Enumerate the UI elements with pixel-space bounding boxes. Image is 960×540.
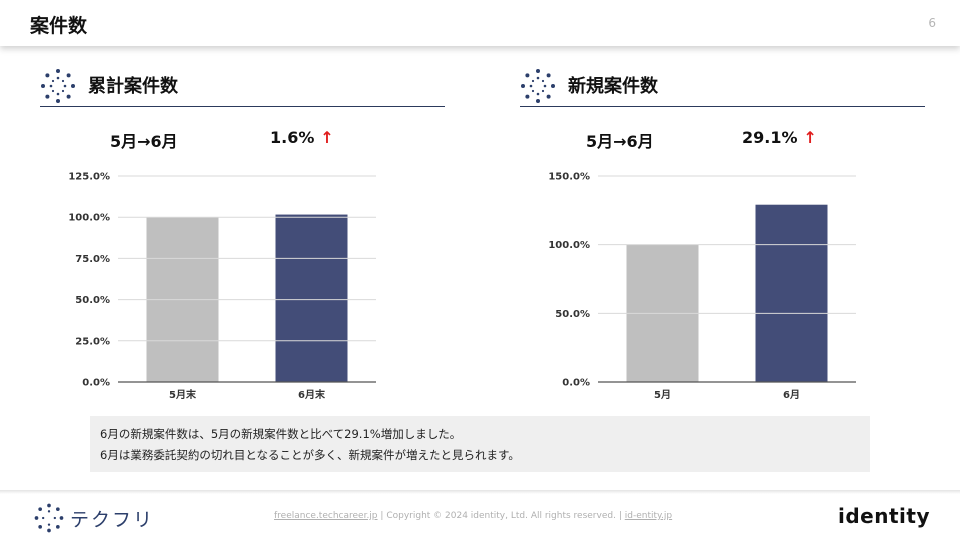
- footer-divider: [0, 490, 960, 494]
- dot-ring-logo-icon: [41, 69, 75, 103]
- page-title: 案件数: [30, 15, 88, 37]
- change-value: 1.6%: [270, 128, 315, 147]
- notes-box: 6月の新規案件数は、5月の新規案件数と比べて29.1%増加しました。 6月は業務…: [90, 416, 870, 472]
- y-tick-label: 25.0%: [75, 336, 110, 347]
- footer-text: freelance.techcareer.jp | Copyright © 20…: [274, 511, 694, 521]
- footer-separator: |: [380, 511, 384, 521]
- footer-link-techcareer[interactable]: freelance.techcareer.jp: [274, 511, 378, 521]
- up-arrow-icon: ↑: [803, 128, 817, 147]
- header: 案件数 6: [0, 0, 960, 46]
- footer-separator: |: [618, 511, 622, 521]
- dot-ring-logo-icon: [34, 503, 64, 533]
- y-tick-label: 0.0%: [82, 378, 110, 389]
- bar: [275, 214, 348, 382]
- y-tick-label: 50.0%: [555, 309, 590, 320]
- y-tick-label: 100.0%: [68, 213, 110, 224]
- page-number: 6: [928, 16, 936, 30]
- change-value: 29.1%: [742, 128, 798, 147]
- note-line: 6月は業務委託契約の切れ目となることが多く、新規案件が増えたと見られます。: [100, 448, 520, 462]
- y-tick-label: 75.0%: [75, 254, 110, 265]
- x-category-label: 5月: [654, 389, 671, 401]
- section-heading-new: 新規案件数: [520, 66, 925, 107]
- brand-name: テクフリ: [70, 509, 155, 531]
- y-tick-label: 125.0%: [68, 172, 110, 183]
- y-tick-label: 0.0%: [562, 378, 590, 389]
- dot-ring-logo-icon: [521, 69, 555, 103]
- change-stat: 29.1% ↑: [742, 128, 817, 147]
- identity-logo: identity: [838, 504, 930, 528]
- period-label: 5月→6月: [586, 132, 654, 151]
- footer-link-identity[interactable]: id-entity.jp: [624, 511, 673, 521]
- cumulative-bar-chart: 0.0% 25.0% 50.0% 75.0% 100.0% 125.0% 5月末 6月末: [68, 172, 376, 401]
- y-tick-label: 50.0%: [75, 295, 110, 306]
- x-category-label: 6月末: [298, 388, 326, 401]
- section-title: 新規案件数: [568, 76, 658, 97]
- y-tick-label: 150.0%: [548, 172, 590, 183]
- new-cases-bar-chart: 0.0% 50.0% 100.0% 150.0% 5月 6月: [548, 172, 856, 401]
- period-label: 5月→6月: [110, 132, 178, 151]
- change-stat: 1.6% ↑: [270, 128, 334, 147]
- note-line: 6月の新規案件数は、5月の新規案件数と比べて29.1%増加しました。: [100, 427, 462, 441]
- copyright-text: Copyright © 2024 identity, Ltd. All righ…: [386, 511, 616, 521]
- up-arrow-icon: ↑: [320, 128, 334, 147]
- x-category-label: 5月末: [169, 388, 197, 401]
- y-tick-label: 100.0%: [548, 240, 590, 251]
- x-category-label: 6月: [783, 389, 800, 401]
- section-title: 累計案件数: [88, 76, 178, 97]
- section-heading-cumulative: 累計案件数: [40, 66, 445, 107]
- bar: [755, 204, 828, 382]
